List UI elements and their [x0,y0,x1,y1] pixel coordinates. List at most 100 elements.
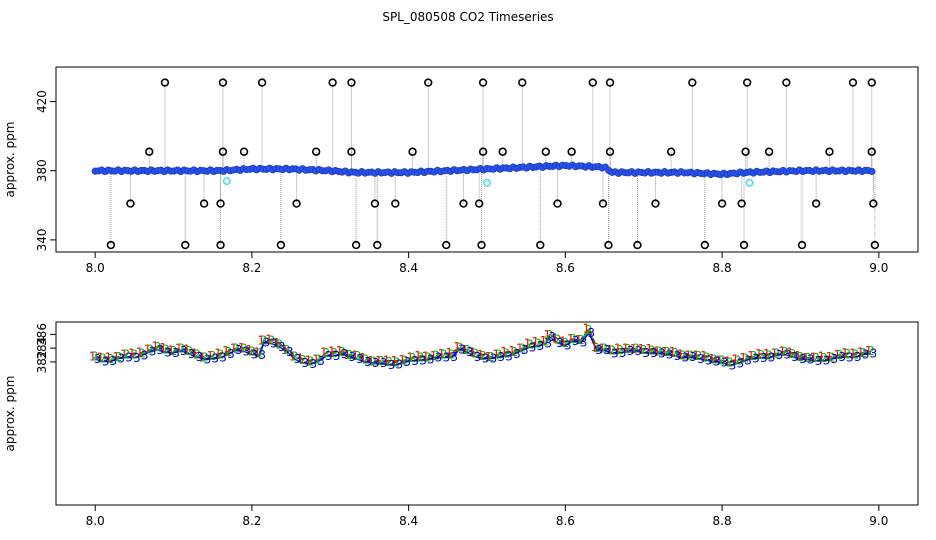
series-marker: 2 [123,348,131,362]
outlier-point [218,147,228,156]
outlier-point [391,199,400,208]
series-marker: 3 [697,352,705,366]
series-marker: 3 [642,346,650,360]
series-marker: 2 [757,348,765,362]
outlier-point [633,240,642,250]
series-marker: 2 [789,347,797,361]
series-marker: 3 [133,351,141,365]
series-marker: 2 [131,348,139,362]
series-marker: 2 [385,355,393,369]
series-marker: 2 [703,351,711,365]
series-marker: 2 [679,348,687,362]
outlier-point [666,147,676,156]
outlier-point [688,78,697,87]
outlier-point [477,240,486,250]
series-marker: 2 [370,354,378,368]
outlier-point [869,199,878,208]
series-marker: 1 [865,344,873,358]
series-marker: 2 [695,349,703,363]
series-marker: 3 [650,346,658,360]
series-marker: 2 [624,342,632,356]
x-tick-label: 8.0 [86,261,105,275]
series-marker: 1 [273,336,281,350]
series-marker: 3 [490,352,498,366]
series-marker: 3 [364,355,372,369]
series-marker: 2 [742,352,750,366]
series-marker: 3 [450,350,458,364]
series-marker: 2 [718,353,726,367]
series-marker: 2 [640,343,648,357]
outlier-point [742,78,752,87]
series-marker: 2 [276,337,284,351]
series-line [95,328,872,364]
series-marker: 3 [513,347,521,361]
series-marker: 3 [227,347,235,361]
series-marker: 1 [159,341,167,355]
series-marker: 1 [841,346,849,360]
series-marker: 2 [291,350,299,364]
series-marker: 2 [851,348,859,362]
series-marker: 1 [230,341,238,355]
outlier-point [598,199,608,208]
series-marker: 3 [846,350,854,364]
series-marker: 1 [453,340,461,354]
outlier-point [651,199,660,208]
series-marker: 1 [716,354,724,368]
outlier-point [811,199,821,208]
series-marker: 3 [270,337,278,351]
series-marker: 3 [603,343,611,357]
series-marker: 1 [708,352,716,366]
series-marker: 1 [516,341,524,355]
series-marker: 3 [674,349,682,363]
series-marker: 1 [575,333,583,347]
series-marker: 1 [461,343,469,357]
series-marker: 1 [257,333,265,347]
series-line [94,331,872,367]
series-marker: 2 [487,350,495,364]
series-marker: 1 [630,342,638,356]
series-marker: 1 [637,342,645,356]
outlier-point [605,78,615,87]
series-marker: 2 [844,347,852,361]
series-marker: 1 [246,343,254,357]
outlier-point [737,199,746,208]
series-marker: 3 [211,352,219,366]
series-marker: 3 [619,346,627,360]
series-marker: 3 [427,352,435,366]
series-marker: 3 [729,358,737,372]
series-marker: 3 [141,348,149,362]
x-tick-label: 9.0 [869,514,888,528]
outlier-point [541,147,550,156]
series-marker: 1 [500,345,508,359]
outlier-point [478,147,488,156]
outlier-point [106,240,116,250]
series-marker: 3 [870,347,878,361]
series-marker: 2 [377,354,385,368]
series-marker: 3 [521,343,529,357]
series-marker: 1 [414,349,422,363]
outlier-point [216,240,225,250]
series-marker: 3 [157,343,165,357]
series-marker: 2 [534,336,542,350]
series-marker: 3 [768,351,776,365]
series-marker: 2 [609,343,617,357]
series-marker: 3 [807,353,815,367]
series-marker: 1 [320,346,328,360]
series-marker: 1 [297,352,305,366]
series-marker: 1 [771,346,779,360]
series-marker: 1 [398,353,406,367]
series-marker: 2 [836,348,844,362]
cyan-point [222,177,231,186]
series-marker: 3 [325,349,333,363]
outlier-point [700,240,710,250]
series-marker: 2 [569,332,577,346]
series-marker: 3 [689,350,697,364]
series-marker: 3 [188,347,196,361]
series-marker: 2 [663,345,671,359]
series-marker: 1 [206,349,214,363]
series-marker: 3 [204,352,212,366]
series-marker: 1 [112,350,120,364]
series-marker: 1 [167,344,175,358]
series-marker: 1 [469,345,477,359]
series-marker: 1 [152,339,160,353]
